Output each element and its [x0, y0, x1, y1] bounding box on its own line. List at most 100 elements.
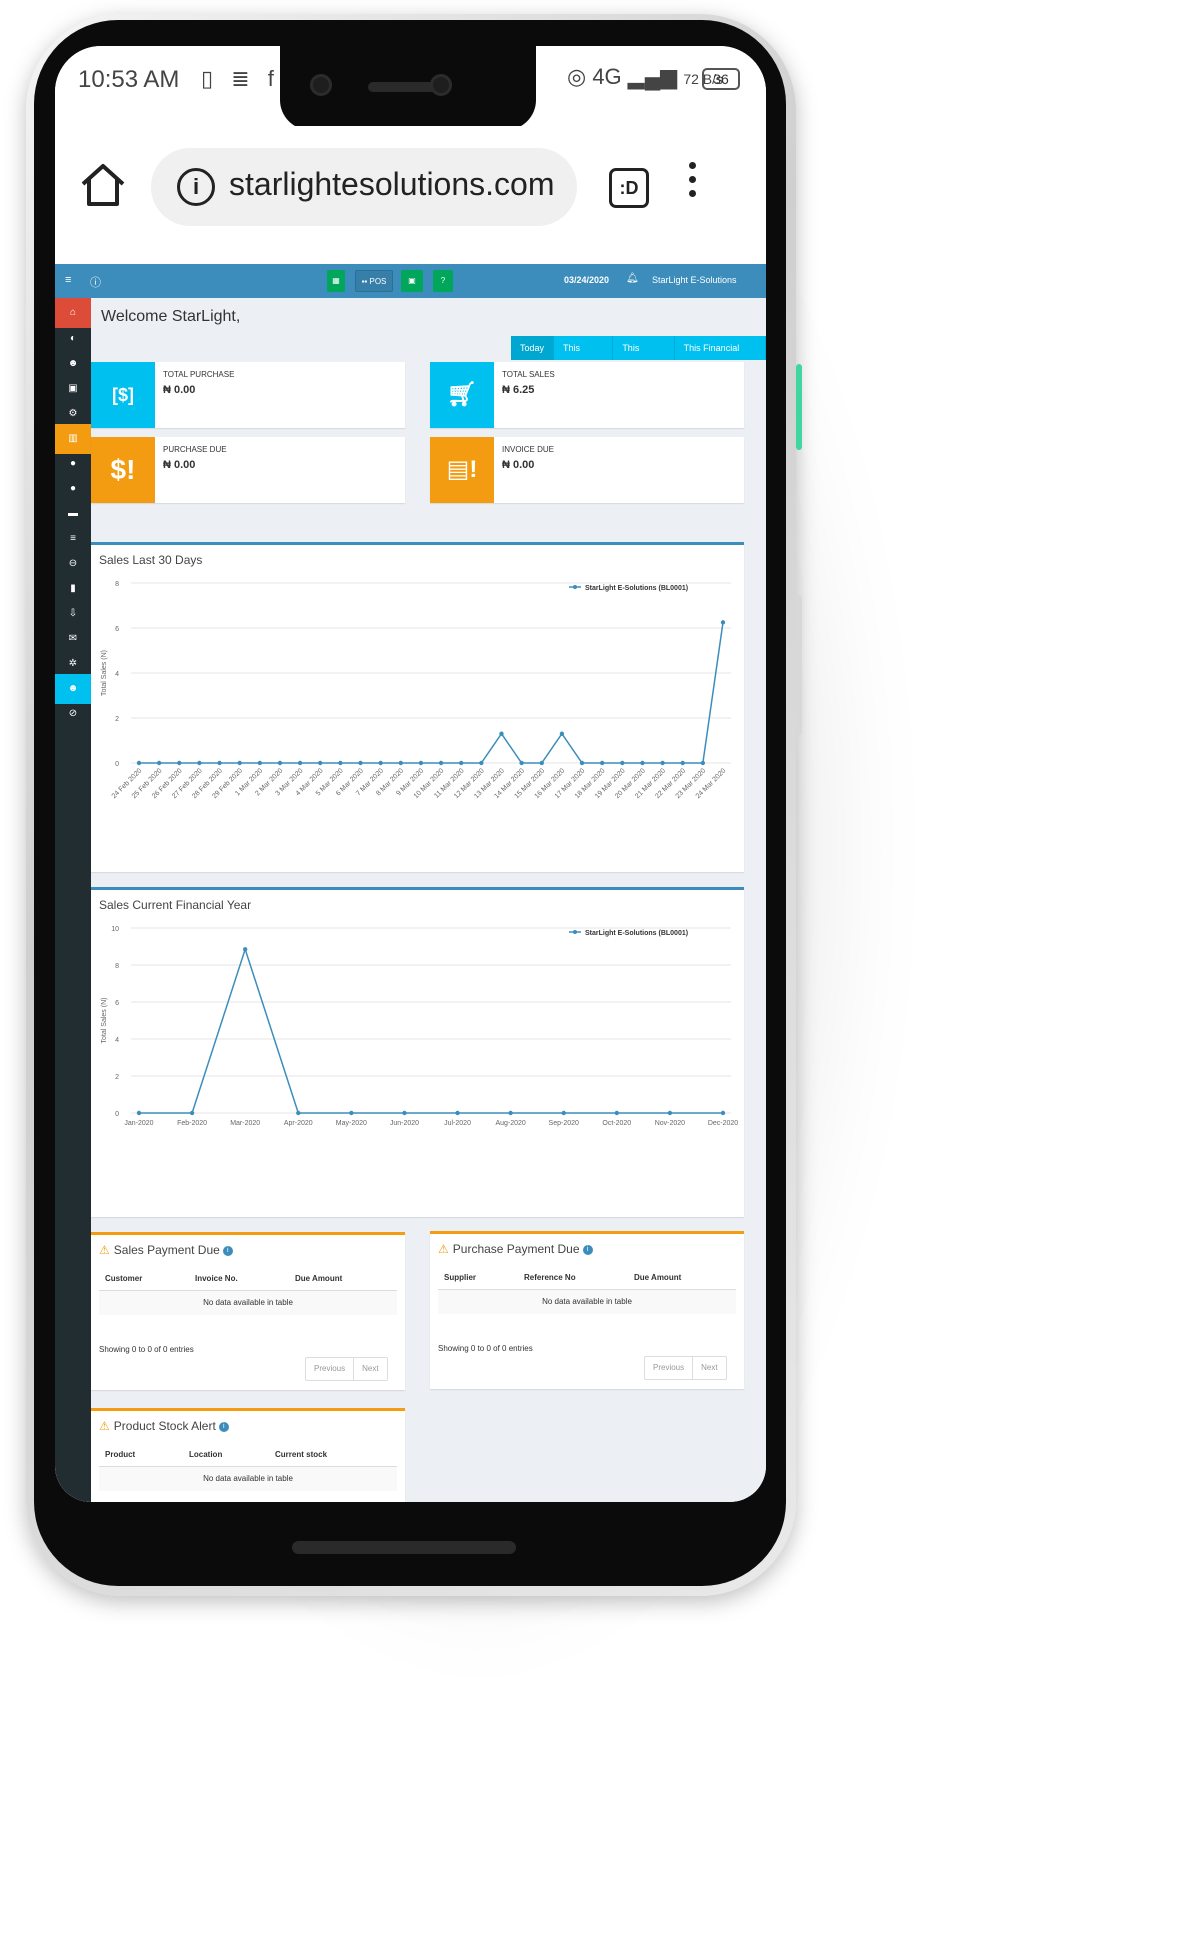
total-purchase-value: ₦ 0.00 — [163, 384, 196, 396]
col-product[interactable]: Product — [105, 1450, 136, 1459]
purchase-due-label: PURCHASE DUE — [163, 445, 227, 454]
data-point — [479, 760, 484, 766]
data-point — [402, 1110, 407, 1116]
sales-payment-due-table: Customer Invoice No. Due Amount No data … — [99, 1265, 397, 1315]
invoice-due-box: ▤! INVOICE DUE ₦ 0.00 — [430, 437, 744, 503]
invoice-due-label: INVOICE DUE — [502, 445, 555, 454]
sales-payment-due-title: ⚠ Sales Payment Due i — [99, 1243, 233, 1257]
info-icon[interactable]: ⓘ — [90, 277, 101, 289]
col-due-amount[interactable]: Due Amount — [634, 1273, 682, 1282]
next-button[interactable]: Next — [701, 1363, 718, 1372]
total-purchase-label: TOTAL PURCHASE — [163, 370, 235, 379]
sidebar-item-contacts[interactable]: ▣ — [68, 383, 78, 394]
bell-icon[interactable]: 🔔︎ — [626, 273, 639, 284]
bottom-speaker — [292, 1541, 516, 1554]
previous-button[interactable]: Previous — [645, 1357, 694, 1379]
warning-icon: ⚠ — [99, 1419, 110, 1433]
legend-marker-dot — [573, 585, 577, 589]
clock: 10:53 AM — [78, 66, 180, 93]
col-reference-no[interactable]: Reference No — [524, 1273, 576, 1282]
range-financial-year[interactable]: This Financial Year — [674, 336, 766, 377]
sidebar-item-products[interactable]: ⚙ — [68, 408, 78, 419]
current-date: 03/24/2020 — [564, 275, 610, 285]
total-sales-box: 🛒︎ TOTAL SALES ₦ 6.25 — [430, 362, 744, 428]
y-tick-label: 2 — [115, 1074, 119, 1081]
cash-icon[interactable]: ▣ — [401, 270, 423, 292]
sidebar-item-notifications[interactable]: ✉ — [68, 633, 78, 644]
col-location[interactable]: Location — [189, 1450, 223, 1459]
data-point — [318, 760, 323, 766]
data-point — [559, 731, 565, 736]
sidebar-item-settings[interactable]: ✲ — [68, 658, 78, 669]
sidebar-item-status[interactable]: ⊘ — [68, 708, 78, 719]
next-button[interactable]: Next — [362, 1364, 379, 1373]
y-tick-label: 4 — [115, 1037, 119, 1044]
data-point — [660, 760, 665, 766]
signal-icons: ◎ 4G ▂▄▆ 72 B/s — [567, 64, 724, 89]
more-menu-icon[interactable] — [689, 162, 697, 204]
col-due-amount[interactable]: Due Amount — [295, 1274, 343, 1283]
help-icon[interactable]: ? — [433, 270, 453, 292]
url-text[interactable]: starlightesolutions.com — [229, 166, 555, 202]
info-tooltip-icon[interactable]: i — [222, 1245, 233, 1256]
warning-icon: ⚠ — [438, 1242, 449, 1256]
data-point — [257, 760, 263, 766]
calculator-icon[interactable]: ▦ — [327, 270, 345, 292]
empty-row: No data available in table — [438, 1290, 736, 1314]
x-tick-label: Feb-2020 — [177, 1120, 207, 1127]
sidebar-item-crm[interactable]: ☻ — [55, 674, 91, 704]
data-point — [177, 760, 182, 766]
camera-icon — [310, 74, 332, 96]
y-tick-label: 6 — [115, 626, 119, 633]
range-this-week[interactable]: This Week — [554, 336, 614, 377]
browser-toolbar: i starlightesolutions.com :D — [55, 126, 766, 264]
home-icon[interactable] — [77, 160, 129, 208]
status-bar: 10:53 AM ▯ ≣ f ◎ 4G ▂▄▆ 72 B/s 36 — [55, 46, 766, 130]
x-tick-label: Jul-2020 — [444, 1120, 471, 1127]
data-point — [217, 760, 222, 766]
data-point — [438, 760, 444, 766]
site-info-icon[interactable]: i — [177, 168, 215, 206]
info-tooltip-icon[interactable]: i — [582, 1244, 593, 1255]
sidebar-item-adjustment[interactable]: ▬ — [68, 508, 78, 519]
sidebar-item-users[interactable]: ☻ — [67, 358, 79, 369]
sensor-icon — [430, 74, 452, 96]
col-current-stock[interactable]: Current stock — [275, 1450, 328, 1459]
col-customer[interactable]: Customer — [105, 1274, 143, 1283]
hamburger-icon[interactable]: ≡ — [65, 274, 72, 286]
range-today[interactable]: Today — [511, 336, 555, 360]
user-menu[interactable]: StarLight E-Solutions — [652, 275, 737, 285]
sidebar-item-purchases[interactable]: ▥ — [55, 424, 91, 454]
sidebar-item-stock-transfer[interactable]: ● — [69, 483, 77, 494]
col-invoice-no[interactable]: Invoice No. — [195, 1274, 238, 1283]
pagination: Previous Next — [644, 1356, 727, 1380]
sidebar-item-home[interactable]: ⌂ — [55, 298, 91, 328]
x-tick-label: Jun-2020 — [390, 1120, 419, 1127]
address-bar[interactable]: i starlightesolutions.com — [151, 148, 577, 226]
tabs-button[interactable]: :D — [609, 168, 649, 208]
pos-button[interactable]: ▪▪ POS — [355, 270, 393, 292]
sidebar-item-reports[interactable]: ▮ — [70, 583, 76, 594]
sidebar-item-dashboard[interactable]: ◐ — [69, 333, 77, 344]
phone-screen: 10:53 AM ▯ ≣ f ◎ 4G ▂▄▆ 72 B/s 36 i star… — [55, 46, 766, 1502]
camera-notch — [280, 46, 536, 130]
legend-marker-dot — [573, 930, 577, 934]
x-tick-label: Apr-2020 — [284, 1120, 313, 1127]
sales-financial-year-chart-box: Sales Current Financial Year 0 2 4 6 8 10 Tota… — [91, 887, 744, 1217]
purchase-payment-due-title: ⚠ Purchase Payment Due i — [438, 1242, 593, 1256]
data-point — [277, 760, 283, 766]
sidebar-item-database[interactable]: ≡ — [70, 533, 76, 544]
col-supplier[interactable]: Supplier — [444, 1273, 477, 1282]
data-point — [508, 1110, 513, 1116]
data-point — [720, 620, 726, 625]
product-stock-alert-table: Product Location Current stock No data a… — [99, 1441, 397, 1491]
sidebar-item-sell[interactable]: ● — [69, 458, 77, 469]
sidebar-item-backup[interactable]: ⇩ — [68, 608, 78, 619]
info-tooltip-icon[interactable]: i — [218, 1421, 229, 1432]
network-type: 4G — [592, 64, 622, 89]
sidebar-item-expenses[interactable]: ⊖ — [68, 558, 78, 569]
range-this-month[interactable]: This Month — [613, 336, 675, 377]
data-point — [189, 1110, 195, 1116]
data-point — [640, 760, 645, 766]
previous-button[interactable]: Previous — [306, 1358, 355, 1380]
